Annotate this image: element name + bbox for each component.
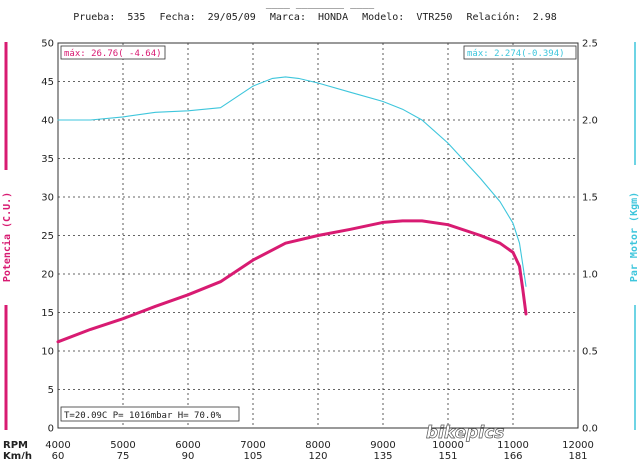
y2-axis-title: Par Motor (Kgm): [629, 192, 640, 282]
y-tick-label: 20: [41, 270, 54, 281]
watermark-logo: bikepics: [426, 423, 504, 443]
y2-tick-label: 0.5: [582, 347, 598, 358]
y-tick-label: 15: [41, 308, 54, 319]
header-value-marca: HONDA: [318, 12, 348, 23]
y-tick-label: 25: [41, 231, 54, 242]
x-tick-label: 10000: [432, 440, 464, 451]
header-label-fecha: Fecha:: [159, 12, 195, 23]
y-tick-label: 0: [48, 424, 54, 435]
x2-axis-title: Km/h: [3, 451, 32, 459]
y-tick-label: 10: [41, 347, 54, 358]
max-torque-annotation: máx: 2.274(-0.394): [467, 49, 565, 59]
y2-tick-label: 2.5: [582, 39, 598, 50]
header-info-line: Prueba: 535 Fecha: 29/05/09 Marca: HONDA…: [73, 11, 557, 23]
header-top-fragment: ____ ________ ____: [266, 0, 375, 9]
y-axis-title: Potencia (C.U.): [1, 192, 13, 282]
conditions-box: [60, 406, 240, 422]
y2-tick-label: 1.0: [582, 270, 598, 281]
header-value-modelo: VTR250: [416, 12, 452, 23]
conditions-annotation: T=20.09C P= 1016mbar H= 70.0%: [64, 411, 222, 421]
max-power-box: [60, 45, 166, 60]
x-tick-label: 12000: [562, 440, 594, 451]
y2-tick-label: 0.0: [582, 424, 598, 435]
x-tick-label: 6000: [175, 440, 200, 451]
y2-tick-label: 1.5: [582, 193, 598, 204]
header-value-relacion: 2.98: [533, 12, 557, 23]
x-tick-label: 7000: [240, 440, 265, 451]
x-axis-title: RPM: [3, 440, 28, 451]
y-tick-label: 50: [41, 39, 54, 50]
speed-tick-label: 90: [182, 451, 195, 459]
x-tick-label: 8000: [305, 440, 330, 451]
y-tick-label: 30: [41, 193, 54, 204]
speed-tick-label: 75: [117, 451, 130, 459]
speed-tick-label: 135: [373, 451, 392, 459]
header-value-prueba: 535: [127, 12, 145, 23]
header-label-prueba: Prueba:: [73, 12, 115, 23]
max-torque-box: [463, 45, 577, 60]
max-power-annotation: máx: 26.76( -4.64): [64, 49, 162, 59]
y-tick-label: 45: [41, 77, 54, 88]
x-tick-label: 5000: [110, 440, 135, 451]
speed-tick-label: 151: [438, 451, 457, 459]
y-tick-label: 5: [48, 385, 54, 396]
header-label-relacion: Relación:: [466, 11, 520, 23]
y2-tick-label: 2.0: [582, 116, 598, 127]
header-value-fecha: 29/05/09: [208, 12, 256, 23]
axis-ticks: 4000605000756000907000105800012090001351…: [41, 39, 598, 459]
x-tick-label: 11000: [497, 440, 529, 451]
speed-tick-label: 60: [52, 451, 65, 459]
speed-tick-label: 120: [308, 451, 327, 459]
x-tick-label: 9000: [370, 440, 395, 451]
speed-tick-label: 181: [568, 451, 587, 459]
speed-tick-label: 166: [503, 451, 522, 459]
series-line-power: [56, 219, 528, 344]
x-tick-label: 4000: [45, 440, 70, 451]
header-label-modelo: Modelo:: [362, 12, 404, 23]
plot-frame: [57, 42, 579, 429]
y-tick-label: 35: [41, 154, 54, 165]
speed-tick-label: 105: [243, 451, 262, 459]
y-tick-label: 40: [41, 116, 54, 127]
series-lines: [56, 76, 528, 344]
series-line-torque: [57, 76, 527, 287]
header-label-marca: Marca:: [270, 12, 306, 23]
